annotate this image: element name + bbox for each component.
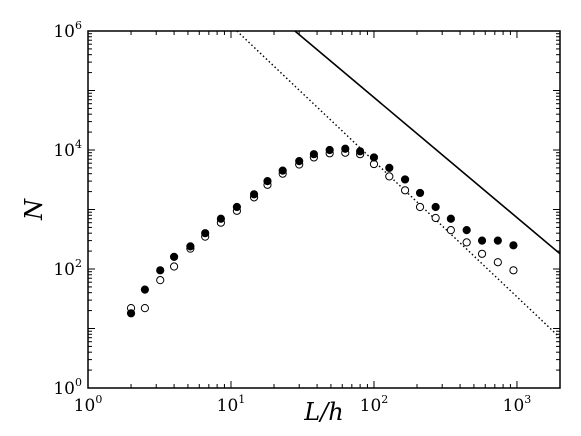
filled-data-point — [416, 189, 423, 196]
filled-data-point — [202, 230, 209, 237]
filled-data-point — [217, 215, 224, 222]
filled-data-point — [494, 237, 501, 244]
filled-data-point — [157, 267, 164, 274]
open-data-point — [494, 259, 501, 266]
x-axis-label: L/h — [303, 398, 343, 426]
open-data-point — [141, 305, 148, 312]
x-tick-label: 103 — [503, 393, 532, 416]
data-points — [127, 145, 517, 317]
x-tick-label: 100 — [74, 393, 103, 416]
filled-data-point — [401, 176, 408, 183]
open-data-point — [447, 227, 454, 234]
open-data-point — [170, 263, 177, 270]
y-tick-label: 106 — [53, 19, 82, 42]
filled-data-point — [250, 191, 257, 198]
open-data-point — [432, 214, 439, 221]
open-data-point — [386, 173, 393, 180]
filled-data-point — [127, 310, 134, 317]
filled-data-point — [432, 203, 439, 210]
plot-frame — [88, 31, 560, 388]
dotted-reference-line — [237, 31, 560, 338]
filled-data-point — [447, 215, 454, 222]
open-data-point — [401, 187, 408, 194]
reference-lines — [237, 31, 560, 338]
filled-data-point — [370, 154, 377, 161]
y-tick-label: 102 — [53, 257, 82, 280]
filled-data-point — [279, 167, 286, 174]
filled-data-point — [342, 145, 349, 152]
open-data-point — [370, 160, 377, 167]
filled-data-point — [357, 148, 364, 155]
solid-reference-line — [295, 31, 560, 254]
x-tick-label: 102 — [360, 393, 389, 416]
x-tick-label: 101 — [217, 393, 246, 416]
filled-data-point — [233, 203, 240, 210]
open-data-point — [157, 277, 164, 284]
filled-data-point — [264, 178, 271, 185]
filled-data-point — [310, 151, 317, 158]
filled-data-point — [187, 243, 194, 250]
filled-data-point — [478, 237, 485, 244]
filled-data-point — [386, 164, 393, 171]
filled-data-point — [296, 158, 303, 165]
open-data-point — [463, 239, 470, 246]
open-data-point — [416, 203, 423, 210]
open-data-point — [478, 250, 485, 257]
filled-data-point — [170, 253, 177, 260]
y-tick-label: 104 — [53, 138, 82, 161]
open-data-point — [510, 267, 517, 274]
filled-data-point — [510, 242, 517, 249]
filled-data-point — [141, 286, 148, 293]
y-axis-label: N — [20, 198, 48, 221]
filled-data-point — [463, 227, 470, 234]
filled-data-point — [326, 146, 333, 153]
